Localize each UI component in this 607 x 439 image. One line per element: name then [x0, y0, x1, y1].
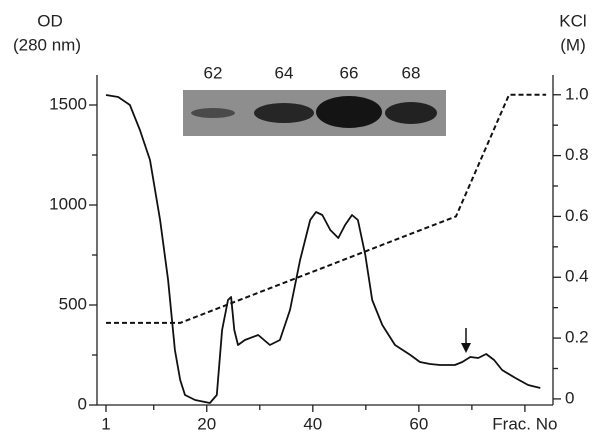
inset-blot [183, 90, 446, 136]
y2-tick-label: 0.8 [565, 145, 589, 164]
x-tick-label: Frac. No [492, 414, 557, 433]
y2-tick-label: 0.2 [565, 328, 589, 347]
y2-tick-label: 0.4 [565, 267, 589, 286]
x-tick-label: 20 [197, 414, 216, 433]
x-tick-label: 1 [101, 414, 110, 433]
blot-band [385, 102, 437, 124]
series-line [106, 95, 540, 403]
x-tick-label: 40 [303, 414, 322, 433]
x-tick-label: 60 [409, 414, 428, 433]
y-tick-label: 500 [59, 294, 87, 313]
y-axis-title: OD [37, 11, 63, 30]
y2-axis-title: (M) [560, 35, 585, 54]
y-tick-label: 1500 [49, 94, 87, 113]
y2-tick-label: 0 [565, 388, 574, 407]
y2-tick-label: 0.6 [565, 206, 589, 225]
arrow-head [461, 343, 471, 353]
lane-label: 66 [340, 63, 359, 82]
y-axis-title: (280 nm) [13, 35, 81, 54]
y-tick-label: 1000 [49, 194, 87, 213]
y2-tick-label: 1.0 [565, 84, 589, 103]
lane-label: 62 [204, 63, 223, 82]
blot-band [191, 108, 235, 118]
y-tick-label: 0 [78, 394, 87, 413]
y2-axis-title: KCl [559, 11, 586, 30]
arrow [461, 328, 471, 353]
blot-band [254, 103, 314, 123]
lane-label: 68 [402, 63, 421, 82]
chart: OD (280 nm) KCl (M) 0 500 1000 1500 0 0.2 0.4 0… [0, 0, 607, 439]
lane-label: 64 [275, 63, 294, 82]
blot-band [316, 96, 382, 128]
page: OD (280 nm) KCl (M) 0 500 1000 1500 0 0.2 0.4 0… [0, 0, 607, 439]
